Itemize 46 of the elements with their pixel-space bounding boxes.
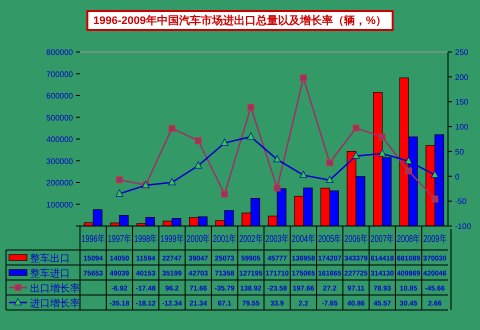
point xyxy=(352,124,360,132)
point xyxy=(273,155,281,162)
point xyxy=(300,74,307,82)
y-tick-label: 800000 xyxy=(46,48,74,57)
y2-tick-label: -50 xyxy=(455,197,468,206)
point xyxy=(378,149,386,156)
point xyxy=(404,156,412,164)
legend-label: 出口增长率 xyxy=(30,282,80,294)
y2-tick-label: 250 xyxy=(455,48,469,57)
y-tick-label: 200000 xyxy=(46,178,74,188)
y2-tick-label: 50 xyxy=(455,147,464,156)
y-tick-label: 500000 xyxy=(46,113,74,122)
point xyxy=(326,176,334,183)
legend-label: 整车进口 xyxy=(30,268,70,280)
legend-label: 整车出口 xyxy=(30,252,70,264)
y-tick-label: 300000 xyxy=(46,156,74,166)
point xyxy=(168,178,176,186)
point xyxy=(431,170,439,178)
point xyxy=(194,137,202,144)
y2-tick-label: 0 xyxy=(455,172,460,182)
y-tick-label: 700000 xyxy=(46,70,74,79)
point xyxy=(274,184,281,192)
y-tick-label: 100000 xyxy=(46,200,74,210)
y-tick-label: 400000 xyxy=(46,135,74,144)
point xyxy=(221,190,228,198)
point xyxy=(247,104,254,111)
point xyxy=(431,196,438,202)
point xyxy=(300,170,308,178)
y2-tick-label: 150 xyxy=(455,98,469,107)
point xyxy=(378,134,386,140)
chart-title: 1996-2009年中国汽车市场进出口总量以及增长率（辆，%） xyxy=(93,14,387,27)
point xyxy=(247,132,255,140)
y2-tick-label: 100 xyxy=(455,122,469,132)
x-tick-label: 2009年 xyxy=(423,233,456,245)
point xyxy=(326,159,334,166)
point xyxy=(352,152,360,159)
y2-tick-label: 200 xyxy=(455,72,469,82)
y2-tick-label: -100 xyxy=(455,222,472,231)
point xyxy=(220,138,228,146)
point xyxy=(405,167,412,174)
point xyxy=(116,176,123,184)
legend-label: 进口增长率 xyxy=(30,298,80,310)
point xyxy=(116,189,124,197)
y-tick-label: 600000 xyxy=(46,92,74,100)
point xyxy=(194,161,202,168)
point xyxy=(168,125,176,132)
